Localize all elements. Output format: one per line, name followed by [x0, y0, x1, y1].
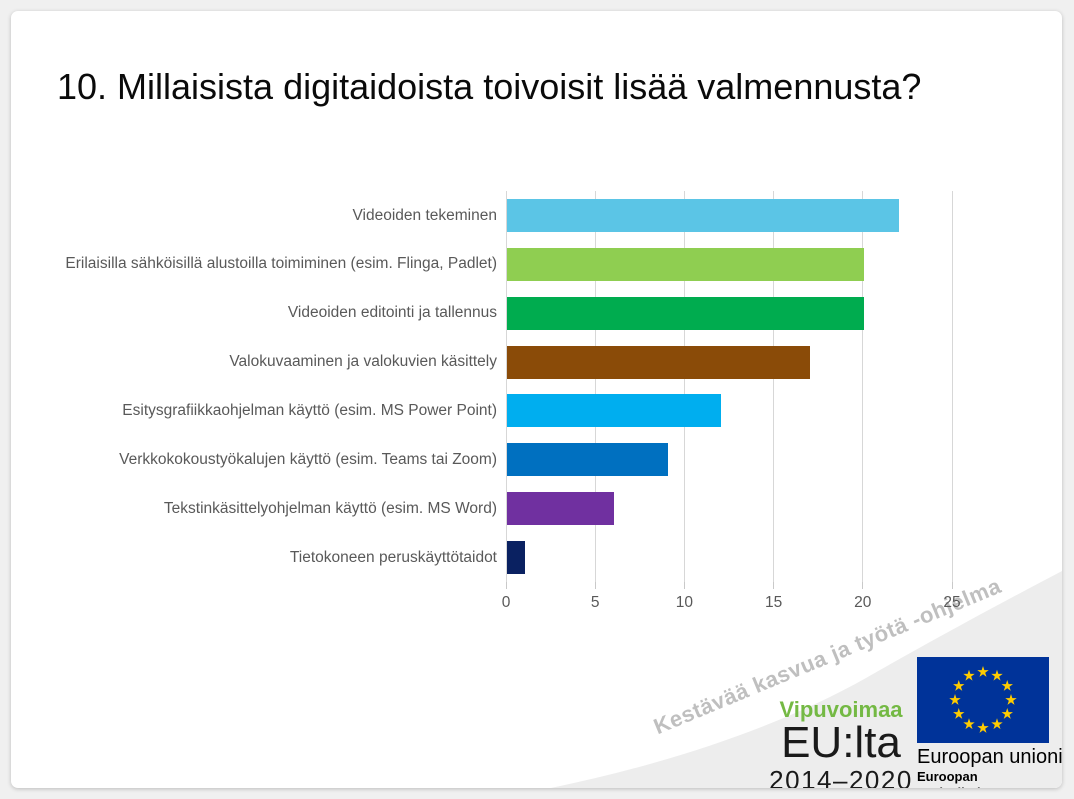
gridline	[951, 191, 953, 582]
category-label: Verkkokokoustyökalujen käyttö (esim. Tea…	[119, 450, 497, 468]
eu-flag-star	[977, 666, 989, 677]
bar	[507, 296, 864, 330]
x-tick-label: 5	[590, 594, 600, 611]
vipuvoimaa-logo-line3: 2014–2020	[769, 764, 913, 788]
tick-mark	[683, 582, 685, 589]
bar	[507, 541, 525, 575]
gridline	[683, 191, 685, 582]
x-tick-label: 0	[501, 594, 511, 611]
slide: 10. Millaisista digitaidoista toivoisit …	[11, 11, 1062, 788]
bar	[507, 198, 900, 232]
tick-mark	[505, 582, 507, 589]
chart-title: 10. Millaisista digitaidoista toivoisit …	[57, 66, 922, 107]
eu-flag-star	[949, 694, 961, 705]
category-label: Esitysgrafiikkaohjelman käyttö (esim. MS…	[122, 402, 497, 420]
eu-flag-star	[977, 722, 989, 733]
bar	[507, 345, 811, 379]
eu-logo-line1: Euroopan unioni	[917, 746, 1062, 768]
bar	[507, 492, 615, 526]
x-tick-label: 10	[675, 594, 694, 611]
category-label: Tietokoneen peruskäyttötaidot	[289, 548, 497, 566]
category-label: Erilaisilla sähköisillä alustoilla toimi…	[65, 255, 497, 273]
category-label: Videoiden editointi ja tallennus	[287, 304, 497, 322]
vipuvoimaa-logo-line1: Vipuvoimaa	[779, 697, 903, 722]
eu-flag-icon	[917, 657, 1049, 743]
eu-flag-star	[1001, 708, 1013, 719]
x-tick-label: 25	[943, 594, 961, 611]
eu-flag-star	[1005, 694, 1017, 705]
eu-flag-star	[991, 669, 1003, 681]
tick-mark	[862, 582, 864, 589]
category-label: Videoiden tekeminen	[352, 206, 498, 224]
gridline	[862, 191, 864, 582]
eu-flag-star	[953, 708, 965, 719]
category-label: Valokuvaaminen ja valokuvien käsittely	[229, 353, 497, 371]
eu-flag-star	[953, 680, 965, 691]
bar-chart-plot	[505, 191, 953, 589]
eu-flag-star	[991, 718, 1003, 730]
vipuvoimaa-logo: Vipuvoimaa EU:lta 2014–2020	[759, 697, 923, 789]
tick-mark	[951, 582, 953, 589]
x-tick-label: 20	[854, 594, 872, 611]
category-axis: Videoiden tekeminen Erilaisilla sähköisil…	[39, 191, 497, 582]
tick-mark	[773, 582, 775, 589]
bar	[507, 394, 722, 428]
eu-flag-star	[963, 669, 975, 681]
bar	[507, 247, 864, 281]
gridline	[594, 191, 596, 582]
x-tick-label: 15	[764, 594, 783, 611]
vipuvoimaa-logo-line2: EU:lta	[781, 718, 901, 767]
bar	[507, 443, 668, 477]
category-label: Tekstinkäsittelyohjelman käyttö (esim. M…	[163, 499, 497, 517]
eu-flag-star	[1001, 680, 1013, 691]
eu-logo-line2: Euroopan sosiaalirahasto	[917, 769, 1012, 788]
tick-mark	[594, 582, 596, 589]
eu-logo: Euroopan unioni Euroopan sosiaalirahasto	[917, 657, 1062, 788]
gridline	[505, 191, 507, 582]
gridline	[773, 191, 775, 582]
eu-flag-star	[963, 718, 975, 730]
